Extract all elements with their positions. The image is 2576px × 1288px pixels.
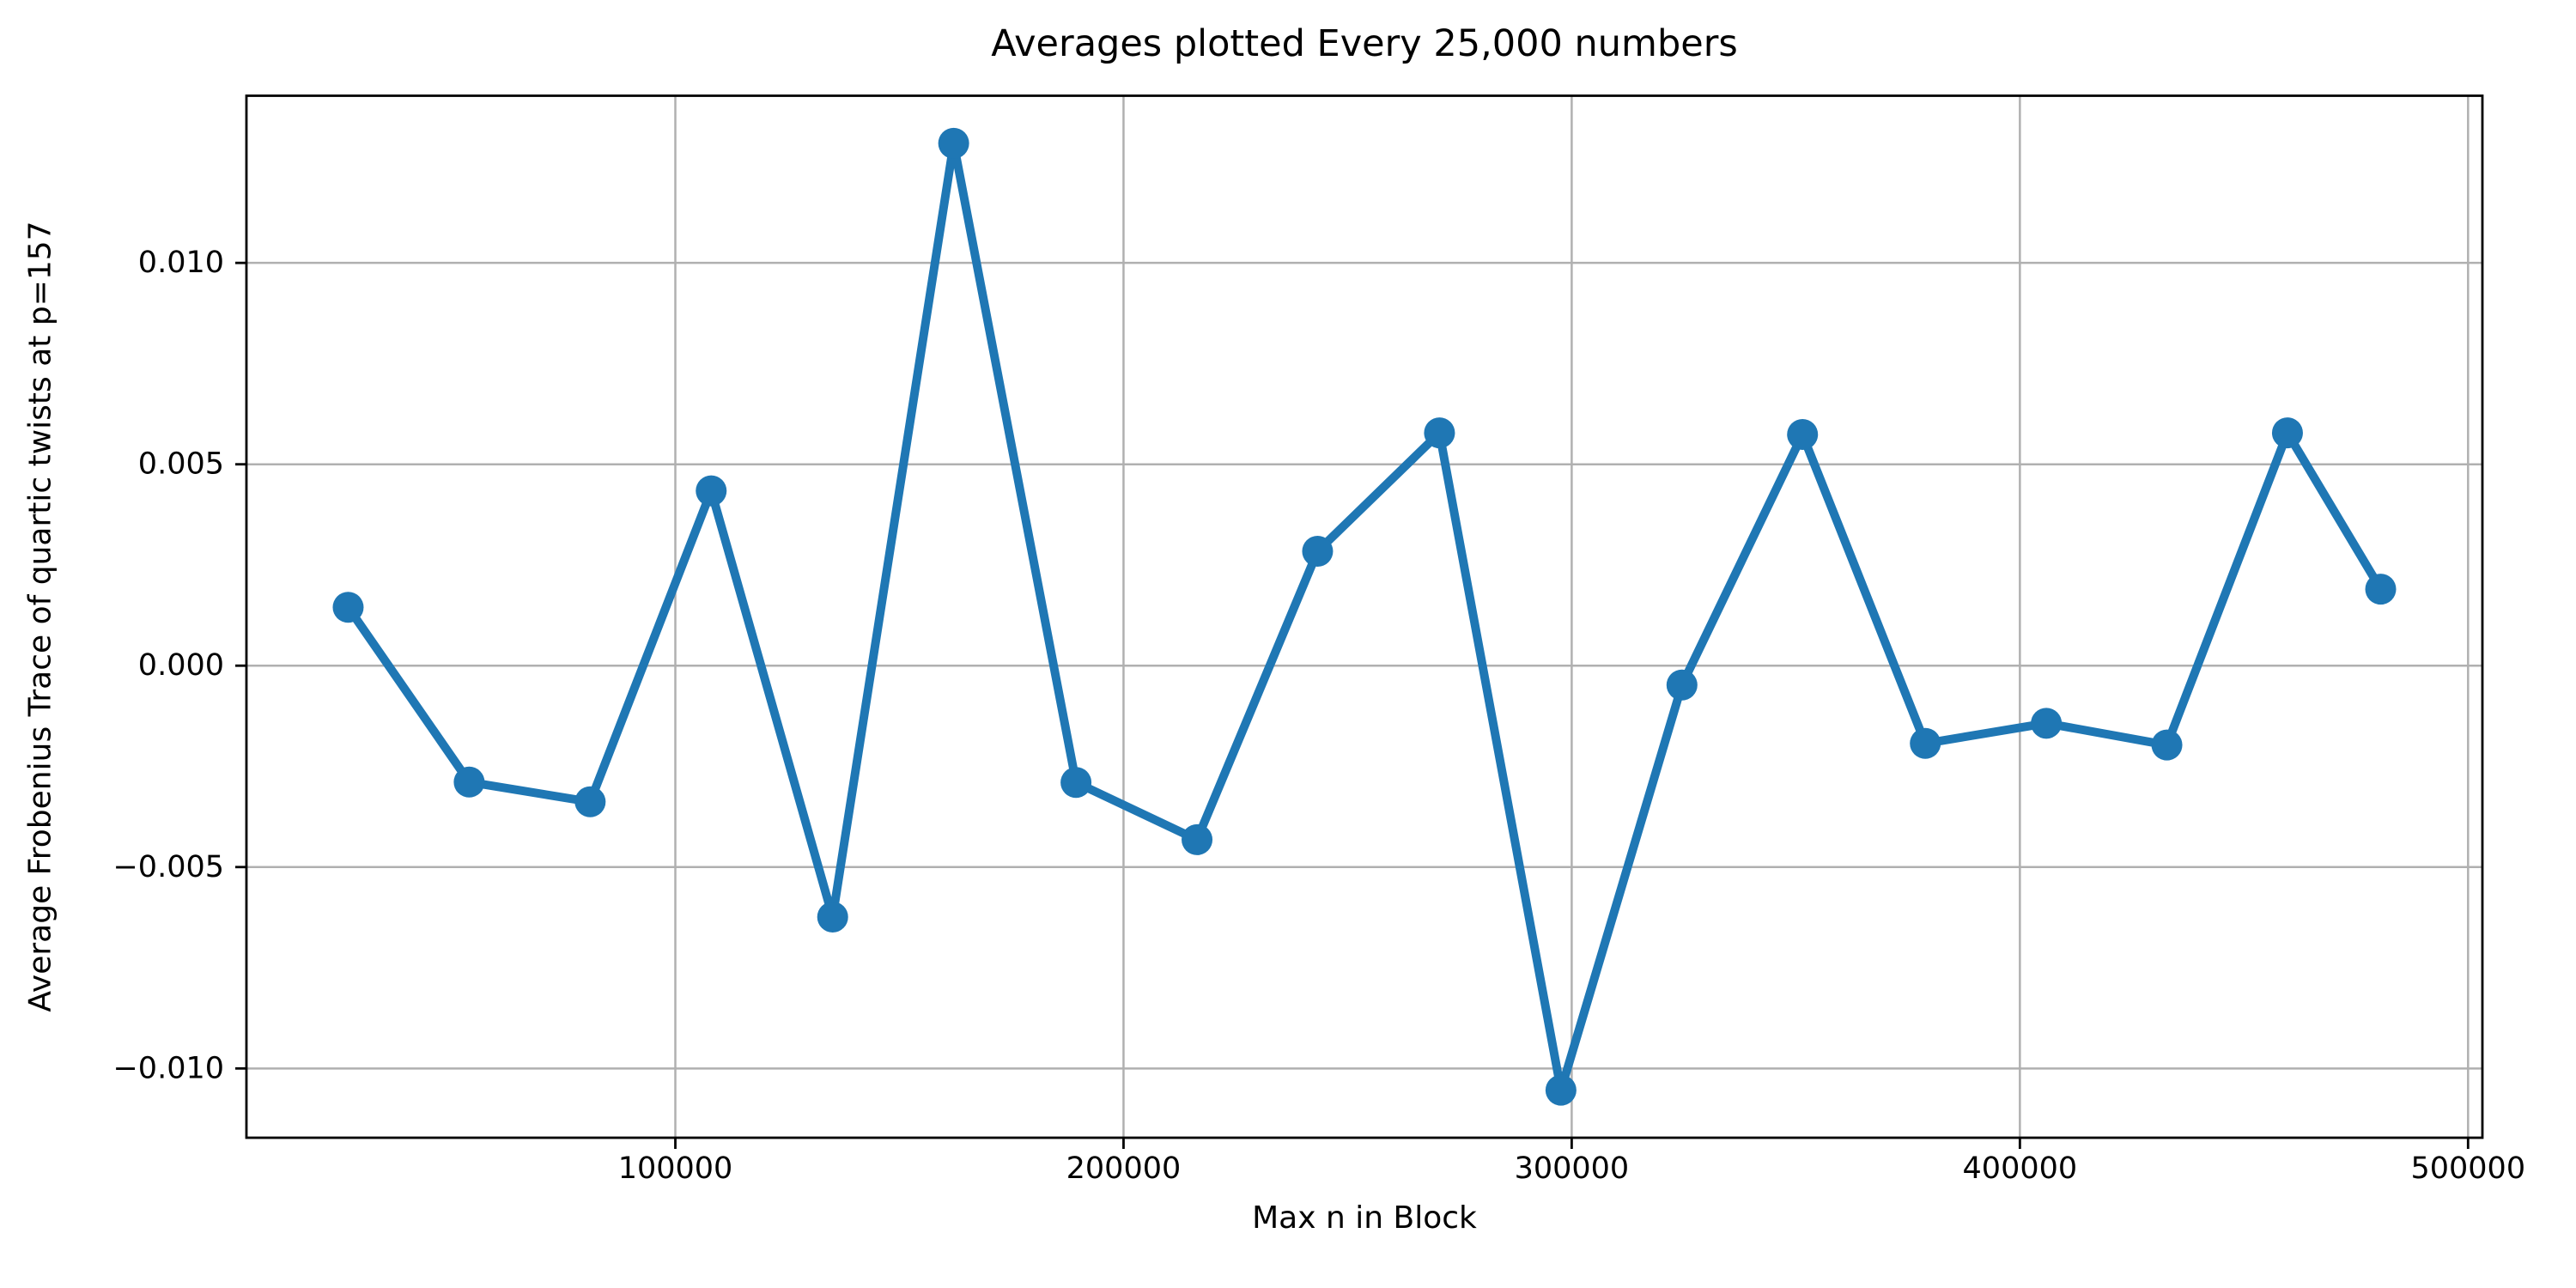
data-point [696,475,727,507]
data-point [574,786,606,817]
data-point [1182,823,1213,855]
series-line [343,138,2385,1095]
data-point [1424,417,1455,449]
data-point [332,592,364,623]
y-tick-label: 0.000 [138,648,224,683]
data-point [1666,669,1698,701]
chart-title: Averages plotted Every 25,000 numbers [991,22,1738,65]
data-point [2365,574,2397,605]
data-point [817,901,848,933]
x-tick-label: 500000 [2410,1151,2525,1186]
data-point [2031,708,2063,739]
data-point [1060,767,1092,799]
data-point [2151,729,2183,761]
data-point [1910,727,1941,759]
data-point [938,127,969,159]
x-axis-label: Max n in Block [1252,1200,1477,1236]
data-point [1302,536,1334,568]
x-tick-label: 200000 [1066,1151,1182,1186]
y-tick-label: 0.005 [138,447,224,482]
y-tick-label: −0.010 [112,1051,224,1085]
data-point [2271,417,2303,449]
data-point [1787,418,1819,450]
y-tick-label: 0.010 [138,246,224,280]
data-point [1545,1074,1577,1106]
x-tick-label: 100000 [618,1151,733,1186]
x-tick-label: 300000 [1515,1151,1630,1186]
data-point [453,766,485,798]
y-tick-label: −0.005 [112,850,224,884]
axes-spines [245,94,2484,1139]
x-tick-label: 400000 [1963,1151,2078,1186]
